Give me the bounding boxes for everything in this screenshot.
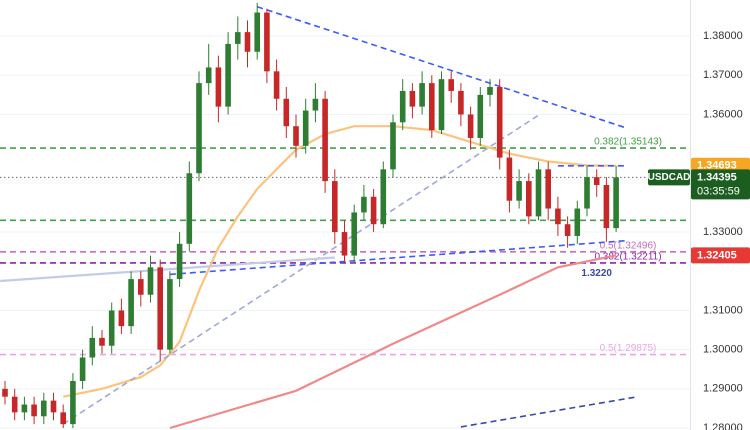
symbol-label: USDCAD [648,172,691,183]
overlay-line [62,114,539,425]
candle-body [399,90,406,123]
candle-body [41,400,47,417]
price-tag [691,169,750,200]
y-tick-label: 1.33000 [703,226,743,238]
candle-body [21,404,28,413]
candle-body [496,87,503,158]
candle-body [419,83,425,107]
price-tag-label: 1.34395 [697,171,737,183]
level-label: 0.382(1.32211) [594,252,661,263]
overlay-line [256,5,627,129]
y-tick-label: 1.36000 [703,108,743,120]
price-tag-label: 1.34693 [697,160,737,172]
annotation: 1.3220 [581,268,612,279]
candle-body [332,181,338,233]
candle-body [506,157,513,201]
candle-body [50,400,57,413]
candle-body [2,388,8,397]
y-tick-label: 1.28000 [703,422,743,430]
y-tick-label: 1.38000 [703,30,743,42]
level-label: 0.5(1.29875) [600,343,657,354]
candle-body [564,224,571,236]
candle-body [70,381,76,425]
candle-body [215,67,222,107]
candle-body [31,404,37,417]
candle-body [225,43,231,107]
candle-body [438,79,445,131]
candle-body [293,126,299,146]
candle-body [370,196,377,225]
candle-body [603,185,610,229]
plot-area: 0.382(1.35143) 0.5(1.32496)0.382(1.32211)… [0,2,690,430]
candle-body [322,98,328,182]
candle-body [477,94,484,138]
candle-body [205,67,212,84]
candle-body [380,169,387,225]
candle-body [302,110,309,146]
candle-body [167,279,173,350]
candle-body [613,177,619,229]
candle-body [147,267,154,295]
candle-body [351,212,357,256]
y-tick-label: 1.30000 [703,344,743,356]
candle-body [108,310,115,346]
overlay-line [169,254,617,430]
candle-body [526,181,532,217]
candle-body [467,114,474,138]
candle-body [516,181,522,201]
level-label: 0.382(1.35143) [594,137,662,148]
candle-body [79,357,86,382]
candle-body [235,32,241,44]
candle-body [545,169,551,209]
y-tick-label: 1.37000 [703,69,743,81]
candle-body [341,232,348,256]
candle-body [458,90,464,115]
candle-body [60,412,66,425]
symbol-tag [648,169,690,186]
candle-body [118,310,125,327]
candle-body [138,279,144,295]
candle-body [429,83,435,131]
overlay-line [62,125,617,398]
candle-body [186,173,193,244]
candle-body [196,83,202,174]
candle-body [176,243,183,280]
candle-body [574,208,581,236]
candle-body [244,32,251,52]
candle-body [128,279,134,327]
candle-body [487,87,493,95]
candle-body [448,79,454,91]
candle-body [409,90,416,107]
candle-body [584,177,590,209]
level-label: 0.5(1.32496) [600,240,657,251]
candle-body [11,396,18,413]
y-tick-label: 1.29000 [703,383,743,395]
candle-body [157,267,163,350]
candle-body [89,337,96,358]
y-tick-label: 1.31000 [703,304,743,316]
overlay-line [0,256,335,283]
candle-body [390,122,396,170]
candle-body [535,169,542,217]
candle-body [555,208,561,225]
countdown: 03:35:59 [697,185,740,197]
candle-body [593,177,600,186]
candle-body [283,98,290,127]
overlay-line [169,239,626,276]
candle-body [254,12,260,52]
candle-body [99,337,105,346]
price-tag-label: 1.32405 [697,249,737,261]
candle-body [273,71,280,99]
candle-body [361,196,367,213]
candle-body [264,12,270,72]
candle-body [312,98,319,111]
price-tag [691,247,750,264]
